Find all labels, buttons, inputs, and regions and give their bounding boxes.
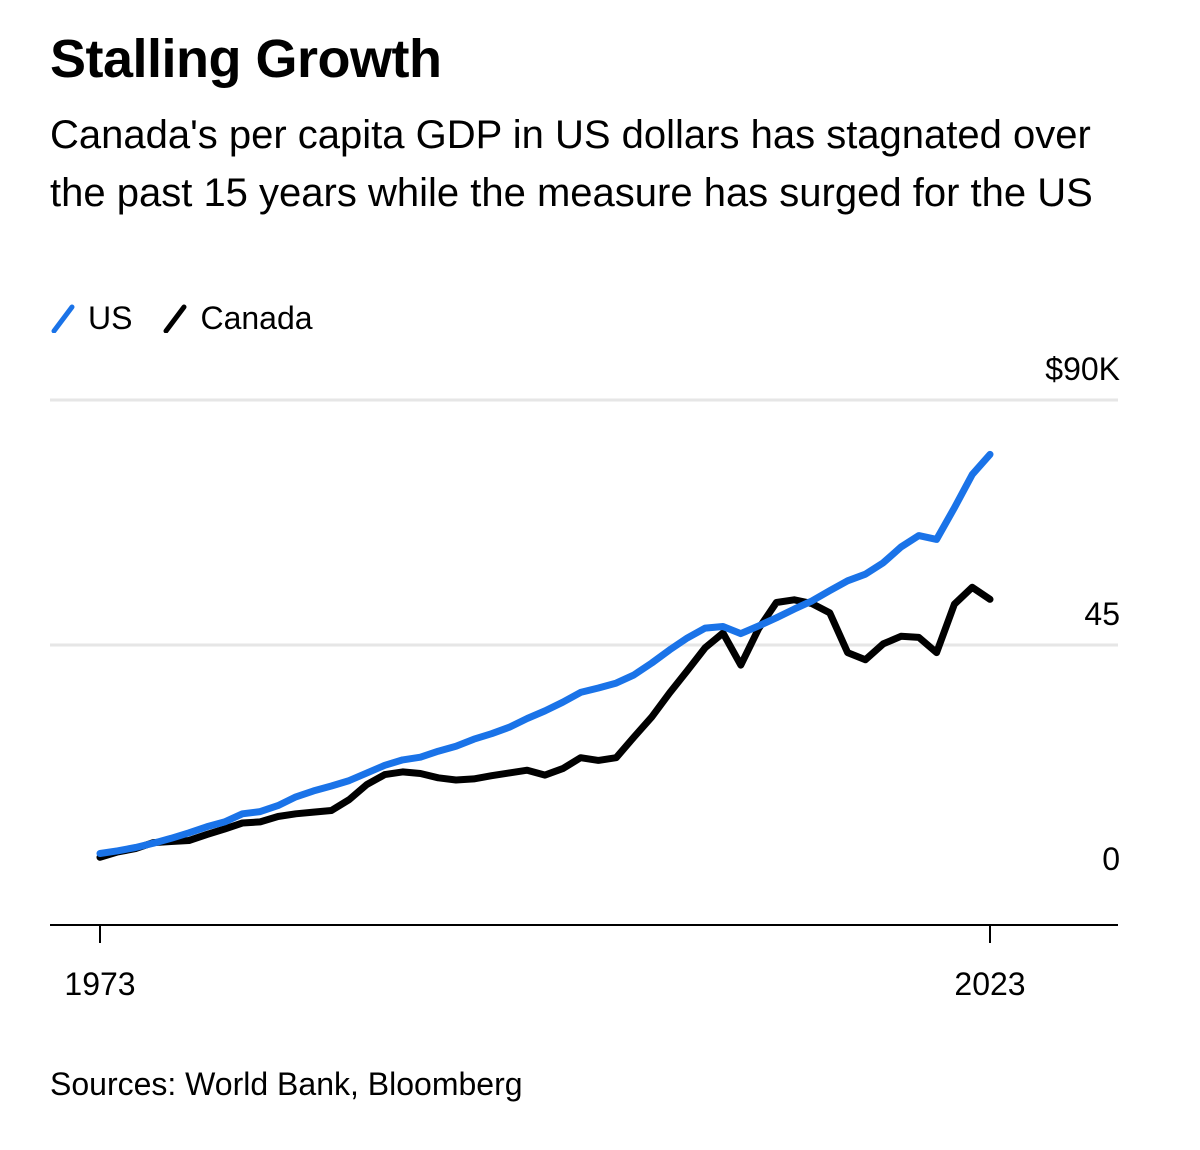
y-tick-label-2: $90K bbox=[1045, 351, 1120, 387]
legend-item-canada: Canada bbox=[162, 299, 313, 337]
x-tick-label-0: 1973 bbox=[64, 966, 135, 1002]
series-line-canada bbox=[96, 583, 994, 861]
legend-label-us: US bbox=[88, 299, 133, 336]
y-tick-label-0: 0 bbox=[1102, 841, 1120, 877]
x-tick-label-1: 2023 bbox=[954, 966, 1025, 1002]
legend-swatch-canada bbox=[163, 304, 187, 333]
chart-subtitle: Canada's per capita GDP in US dollars ha… bbox=[50, 113, 1093, 215]
legend: US Canada bbox=[50, 296, 343, 340]
legend-swatch-us bbox=[51, 304, 75, 333]
source-note: Sources: World Bank, Bloomberg bbox=[50, 1066, 523, 1102]
chart-title: Stalling Growth bbox=[50, 29, 442, 89]
legend-item-us: US bbox=[50, 300, 132, 337]
line-chart: 0 45 $90K 1973 2023 bbox=[50, 351, 1120, 1002]
y-tick-label-1: 45 bbox=[1084, 596, 1120, 632]
series-line-us bbox=[96, 450, 994, 857]
legend-label-canada: Canada bbox=[200, 299, 313, 336]
